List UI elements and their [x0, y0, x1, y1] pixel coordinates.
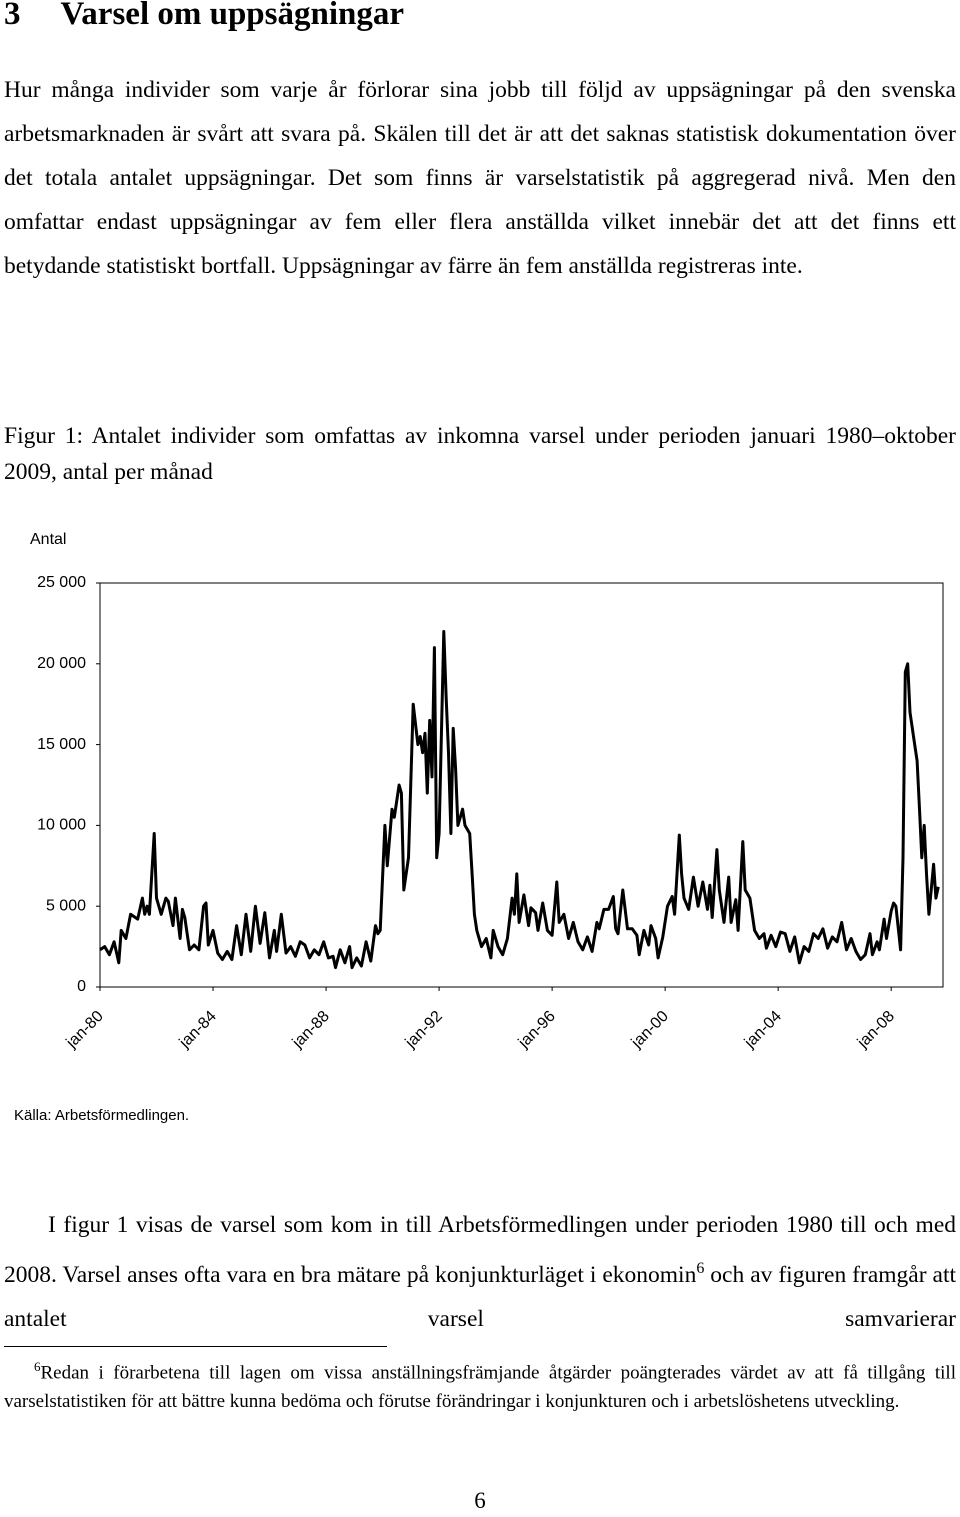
data-line: [99, 630, 940, 970]
footnote: 6Redan i förarbetena till lagen om vissa…: [4, 1352, 956, 1416]
x-tick-label: jan-08: [854, 1008, 898, 1052]
y-tick-label: 25 000: [37, 574, 86, 591]
y-tick-label: 20 000: [37, 655, 86, 672]
paragraph: Hur många individer som varje år förlora…: [4, 77, 956, 279]
x-tick-label: jan-80: [63, 1008, 107, 1052]
x-tick-label: jan-84: [176, 1008, 220, 1052]
section-heading: 3 Varsel om uppsägningar: [4, 0, 404, 33]
y-tick-label: 5 000: [46, 897, 86, 914]
section-title: Varsel om uppsägningar: [60, 0, 405, 32]
x-tick-label: jan-92: [402, 1008, 446, 1052]
y-tick-label: 15 000: [37, 736, 86, 753]
section-number: 3: [4, 0, 21, 32]
chart-source: Källa: Arbetsförmedlingen.: [14, 1107, 189, 1124]
y-tick-label: 0: [77, 978, 86, 995]
y-tick-label: 10 000: [37, 817, 86, 834]
paragraph-text: och av figuren framgår att antalet varse…: [4, 1261, 956, 1332]
page-number: 6: [474, 1488, 486, 1513]
x-tick-label: jan-04: [741, 1008, 785, 1052]
footnote-number: 6: [34, 1359, 41, 1374]
paragraph: I figur 1 visas de varsel som kom in til…: [4, 1203, 956, 1341]
chart: Antal Källa: Arbetsförmedlingen. 0 5 000 1…: [14, 531, 944, 1124]
x-tick-label: jan-00: [628, 1008, 672, 1052]
y-axis-label: Antal: [30, 531, 66, 548]
plot-frame: [99, 582, 944, 988]
figure-caption: Figur 1: Antalet individer som omfattas …: [4, 423, 956, 485]
footnote-text: Redan i förarbetena till lagen om vissa …: [4, 1362, 956, 1413]
paragraph-text: I figur 1 visas de varsel som kom in til…: [4, 1212, 956, 1288]
x-tick-label: jan-88: [289, 1008, 333, 1052]
x-tick-label: jan-96: [515, 1008, 559, 1052]
footnote-ref: 6: [696, 1260, 705, 1277]
footnote-rule: [4, 1346, 387, 1347]
